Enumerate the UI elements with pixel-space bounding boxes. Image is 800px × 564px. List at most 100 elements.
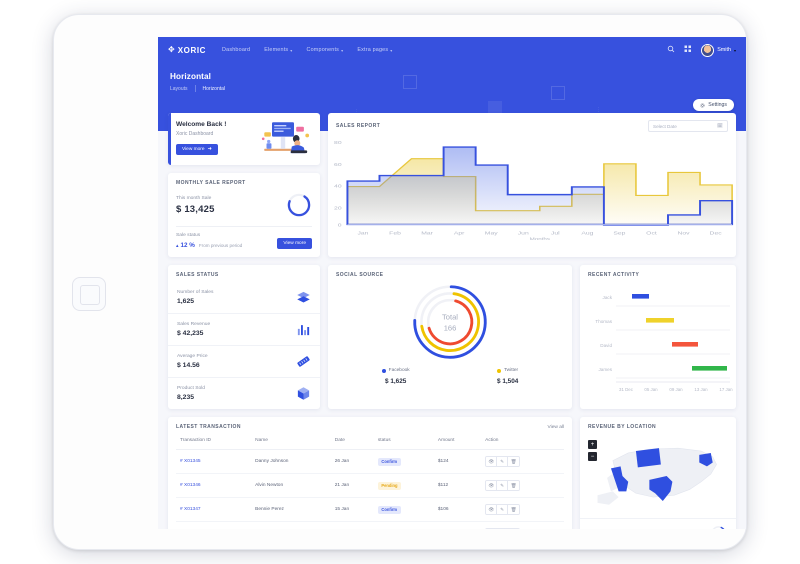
- decorative-square: [488, 101, 502, 115]
- zoom-out-button[interactable]: −: [588, 452, 597, 461]
- monthly-sale-donut-chart: [287, 193, 311, 217]
- x-tick-label: Feb: [389, 231, 401, 236]
- state-new-york: [699, 452, 713, 467]
- welcome-view-more-button[interactable]: View more ➜: [176, 144, 218, 155]
- cell-status: Confirm: [373, 497, 434, 522]
- cell-name: Alvin Newton: [251, 473, 331, 498]
- nav-item-extra-pages[interactable]: Extra pages ▾: [357, 47, 392, 53]
- cell-status: Pending: [373, 473, 434, 498]
- nav-item-components[interactable]: Components ▾: [307, 47, 344, 53]
- usa-map[interactable]: + −: [586, 434, 730, 518]
- activity-bar: [672, 342, 698, 347]
- revenue-by-location-card: REVENUE BY LOCATION + −: [580, 417, 736, 529]
- page-title: Horizontal: [170, 72, 212, 81]
- x-tick-label: Mar: [421, 231, 433, 236]
- legend-item-facebook: Facebook $ 1,625: [381, 368, 410, 385]
- cell-transaction-id[interactable]: # X01348: [176, 521, 252, 529]
- revenue-row: California $ 8,257: [580, 518, 736, 529]
- sales-report-card: SALES REPORT Select Date 🗓: [328, 113, 736, 257]
- cell-transaction-id[interactable]: # X01346: [176, 473, 252, 498]
- trash-icon[interactable]: 🗑: [508, 505, 520, 514]
- user-menu[interactable]: Smith ▾: [701, 43, 736, 57]
- eye-icon[interactable]: 👁: [486, 505, 498, 514]
- monthly-sale-report-card: MONTHLY SALE REPORT This month Sale $ 13…: [168, 173, 320, 257]
- monthly-sale-footer: Sale status ▴ 12 % From previous period …: [168, 227, 320, 249]
- nav-item-label: Elements: [264, 47, 289, 53]
- pencil-icon[interactable]: ✎: [497, 481, 509, 490]
- brand-name: XORIC: [177, 45, 207, 55]
- top-navigation-bar: ✥ XORIC Dashboard Elements ▾ Components …: [158, 37, 746, 63]
- table-header-row: Transaction ID Name Date status Amount A…: [176, 432, 564, 450]
- status-badge: Pending: [377, 481, 402, 490]
- sale-status-label: Sale status: [176, 233, 201, 238]
- welcome-illustration: [261, 122, 310, 154]
- y-tick-label: 20: [334, 206, 342, 211]
- activity-bar: [646, 318, 674, 323]
- eye-icon[interactable]: 👁: [486, 481, 498, 490]
- nav-item-label: Extra pages: [357, 47, 389, 53]
- cell-amount: $124: [433, 449, 482, 474]
- cell-action: 👁 ✎ 🗑: [481, 473, 564, 498]
- eye-icon[interactable]: 👁: [486, 457, 498, 466]
- activity-row-label: Thomas: [595, 319, 612, 324]
- nav-item-elements[interactable]: Elements ▾: [264, 47, 292, 53]
- x-axis-label: Months: [530, 237, 551, 240]
- sale-percent: 12 %: [180, 242, 195, 249]
- settings-button[interactable]: Settings: [693, 99, 734, 111]
- latest-transaction-title: LATEST TRANSACTION: [176, 424, 241, 430]
- usa-map-svg: [597, 447, 717, 505]
- cell-date: 15 Jan: [330, 497, 374, 522]
- ticket-icon: [297, 356, 310, 367]
- cell-transaction-id[interactable]: # X01345: [176, 449, 252, 474]
- table-row: # X01346 Alvin Newton 21 Jan Pending $11…: [176, 473, 564, 498]
- calendar-icon: 🗓: [717, 123, 723, 128]
- avatar: [701, 43, 715, 57]
- cell-transaction-id[interactable]: # X01347: [176, 497, 252, 522]
- monthly-sale-title: MONTHLY SALE REPORT: [176, 180, 246, 186]
- sales-status-value: 8,235: [177, 394, 195, 401]
- state-texas: [649, 476, 673, 501]
- y-tick-label: 0: [338, 223, 343, 228]
- x-tick-label: 05 Jan: [644, 387, 658, 392]
- tablet-home-button[interactable]: [72, 277, 106, 311]
- activity-row-label: Jack: [603, 295, 613, 300]
- pencil-icon[interactable]: ✎: [497, 457, 509, 466]
- decorative-square: [403, 75, 417, 89]
- sales-status-card: SALES STATUS Number of Sales 1,625: [168, 265, 320, 409]
- activity-bar: [692, 366, 727, 371]
- welcome-card: Welcome Back ! Xoric Dashboard View more…: [168, 113, 320, 165]
- sales-status-item: Sales Revenue $ 42,235: [168, 314, 320, 346]
- latest-transaction-card: LATEST TRANSACTION View all Transaction …: [168, 417, 572, 529]
- table-row: # X01348 Steven Kwon 11 Jan Confirm $115…: [176, 521, 564, 529]
- pencil-icon[interactable]: ✎: [497, 505, 509, 514]
- legend-item-twitter: Twitter $ 1,504: [497, 368, 518, 385]
- legend-label: Facebook: [388, 368, 410, 373]
- x-tick-label: Nov: [678, 231, 690, 236]
- brand-logo[interactable]: ✥ XORIC: [168, 46, 206, 55]
- sales-status-label: Number of Sales: [177, 290, 214, 295]
- latest-transaction-header: LATEST TRANSACTION View all: [168, 417, 572, 432]
- zoom-in-button[interactable]: +: [588, 440, 597, 449]
- breadcrumb-parent[interactable]: Layouts: [170, 85, 188, 92]
- table-row: # X01347 Bennie Perez 15 Jan Confirm $10…: [176, 497, 564, 522]
- revenue-donut-chart: [711, 526, 726, 529]
- nav-item-dashboard[interactable]: Dashboard: [222, 47, 250, 53]
- grid-apps-icon[interactable]: [684, 45, 692, 55]
- trash-icon[interactable]: 🗑: [508, 457, 520, 466]
- cell-action: 👁 ✎ 🗑: [481, 497, 564, 522]
- cell-amount: $115: [433, 521, 482, 529]
- sales-report-area-chart: 80 60 40 20 0 Jan: [334, 141, 734, 242]
- trash-icon[interactable]: 🗑: [508, 481, 520, 490]
- x-tick-label: Jun: [518, 231, 529, 236]
- sales-status-label: Average Price: [177, 354, 208, 359]
- select-date-input[interactable]: Select Date 🗓: [648, 120, 728, 132]
- column-header-amount: Amount: [433, 432, 482, 450]
- view-all-link[interactable]: View all: [547, 424, 564, 430]
- row-middle: SALES STATUS Number of Sales 1,625: [168, 265, 736, 409]
- search-icon[interactable]: [667, 45, 675, 55]
- social-source-radial-chart: Total 166: [413, 285, 487, 359]
- activity-bar: [632, 294, 649, 299]
- monthly-view-more-button[interactable]: View more: [277, 238, 312, 249]
- legend-value: $ 1,625: [385, 378, 407, 385]
- social-source-card: SOCIAL SOURCE Total 166: [328, 265, 572, 409]
